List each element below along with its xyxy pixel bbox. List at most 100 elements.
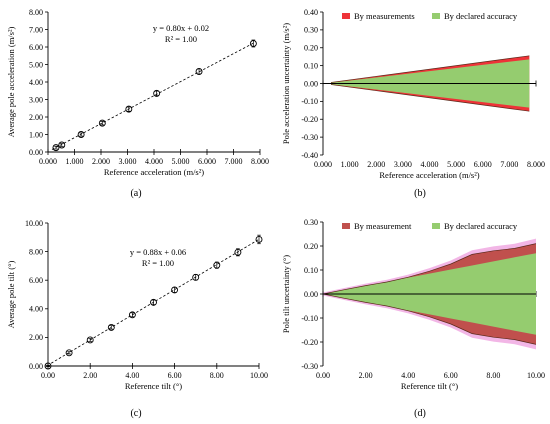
panel-label: (b)	[414, 188, 426, 199]
y-tick-label: 0.00	[304, 79, 318, 88]
data-point	[65, 349, 73, 357]
x-tick-label: 3.000	[119, 157, 137, 166]
y-tick-label: -0.10	[301, 97, 318, 106]
x-tick-label: 5.000	[447, 160, 465, 169]
chart-4: 0.300.200.100.00-0.10-0.20-0.300.00 2.00 4…	[281, 218, 545, 419]
x-tick-label: 1.000	[66, 157, 84, 166]
x-tick-label: 0.000	[314, 160, 332, 169]
x-tick-label: 3.000	[394, 160, 412, 169]
x-tick-label: 4.00	[125, 371, 139, 380]
y-tick-label: 8.00	[29, 8, 43, 17]
data-point	[58, 141, 66, 149]
x-tick-label: 8.00	[210, 371, 224, 380]
data-point	[125, 105, 133, 113]
y-tick-label: 6.00	[29, 43, 43, 52]
data-point	[77, 131, 85, 138]
x-tick-label: 1.000	[341, 160, 359, 169]
y-tick-label: 8.00	[29, 247, 43, 256]
legend-swatch-measurement	[342, 223, 350, 229]
y-tick-label: 0.00	[29, 148, 43, 157]
x-tick-label: 6.000	[198, 157, 216, 166]
x-tick-label: 6.00	[444, 371, 458, 380]
x-tick-label: 2.00	[83, 371, 97, 380]
data-point	[249, 40, 257, 47]
x-tick-label: 10.00	[250, 371, 268, 380]
series-measurement-edge-lower	[330, 84, 530, 112]
x-tick-label: 0.000	[39, 157, 57, 166]
x-tick-label: 6.000	[474, 160, 492, 169]
y-axis-label: Average pole tilt (°)	[6, 261, 16, 329]
y-tick-label: 5.00	[29, 60, 43, 69]
y-tick-label: 10.00	[25, 219, 43, 228]
y-tick-label: 2.00	[29, 333, 43, 342]
y-tick-label: -0.20	[301, 115, 318, 124]
x-tick-label: 2.000	[92, 157, 110, 166]
y-tick-label: -0.30	[301, 362, 318, 371]
x-axis-label: Reference tilt (°)	[125, 381, 182, 391]
panel-label: (d)	[414, 408, 426, 419]
data-point	[195, 68, 203, 75]
data-point	[107, 323, 115, 331]
x-tick-label: 0.00	[41, 371, 55, 380]
x-tick-label: 7.000	[225, 157, 243, 166]
y-axis-label: Pole acceleration uncertainty (m/s²)	[281, 23, 291, 144]
x-tick-label: 8.00	[486, 371, 500, 380]
y-tick-label: 0.30	[304, 218, 318, 227]
fit-equation: y = 0.88x + 0.06	[130, 247, 186, 257]
y-tick-label: 7.00	[29, 25, 43, 34]
x-tick-label: 4.00	[401, 371, 415, 380]
data-point	[128, 311, 136, 319]
data-point	[255, 235, 263, 243]
x-axis-label: Reference acceleration (m/s²)	[379, 170, 479, 180]
legend-swatch-declared	[432, 13, 440, 19]
y-tick-label: -0.30	[301, 133, 318, 142]
chart-3: 0.00 2.00 4.00 6.00 8.00 10.00 0.00 2.00 4.00 6.0…	[6, 219, 268, 419]
legend-label-declared: By declared accuracy	[444, 221, 518, 231]
y-axis-label: Average pole acceleration (m/s²)	[6, 26, 16, 137]
x-tick-label: 2.00	[359, 371, 373, 380]
x-tick-label: 8.000	[527, 160, 545, 169]
legend-label-measurement: By measurement	[354, 221, 412, 231]
y-tick-label: -0.20	[301, 338, 318, 347]
x-tick-label: 2.000	[367, 160, 385, 169]
x-tick-label: 0.00	[316, 371, 330, 380]
series-measurement-edge-lower	[322, 293, 537, 345]
y-tick-label: 4.00	[29, 78, 43, 87]
series-measurement-edge-upper	[322, 243, 537, 295]
data-point	[234, 248, 242, 256]
y-tick-label: -0.40	[301, 151, 318, 160]
panel-label: (a)	[130, 188, 141, 199]
data-point	[86, 336, 94, 344]
y-tick-label: 1.00	[29, 130, 43, 139]
x-tick-label: 5.000	[172, 157, 190, 166]
data-point	[171, 286, 179, 294]
x-tick-label: 4.000	[421, 160, 439, 169]
y-tick-label: 0.00	[29, 362, 43, 371]
data-point	[192, 273, 200, 281]
fit-r-squared: R² = 1.00	[142, 258, 174, 268]
y-tick-label: 0.20	[304, 242, 318, 251]
legend-swatch-declared	[432, 223, 440, 229]
fit-r-squared: R² = 1.00	[165, 34, 197, 44]
x-tick-label: 7.000	[500, 160, 518, 169]
data-point	[150, 298, 157, 306]
x-tick-label: 8.000	[251, 157, 269, 166]
y-tick-label: 3.00	[29, 95, 43, 104]
y-axis-label: Pole tilt uncertainty (°)	[281, 255, 291, 333]
chart-1: 0.00 1.00 2.00 3.00 4.00 5.00 6.00 7.00 8.00 0.00…	[6, 8, 269, 199]
x-tick-label: 10.00	[527, 371, 545, 380]
y-tick-label: 0.20	[304, 44, 318, 53]
y-tick-label: 2.00	[29, 113, 43, 122]
data-point	[213, 261, 221, 269]
legend-swatch-measurement	[342, 13, 350, 19]
x-axis-label: Reference tilt (°)	[401, 381, 458, 391]
data-point	[52, 144, 60, 152]
legend-label-declared: By declared accuracy	[444, 11, 518, 21]
data-point	[153, 89, 161, 97]
legend-label-measurement: By measurements	[354, 11, 415, 21]
panel-label: (c)	[130, 408, 141, 419]
y-tick-label: 0.00	[304, 290, 318, 299]
y-tick-label: 0.40	[304, 8, 318, 17]
series-measurement-edge-upper	[330, 55, 530, 83]
